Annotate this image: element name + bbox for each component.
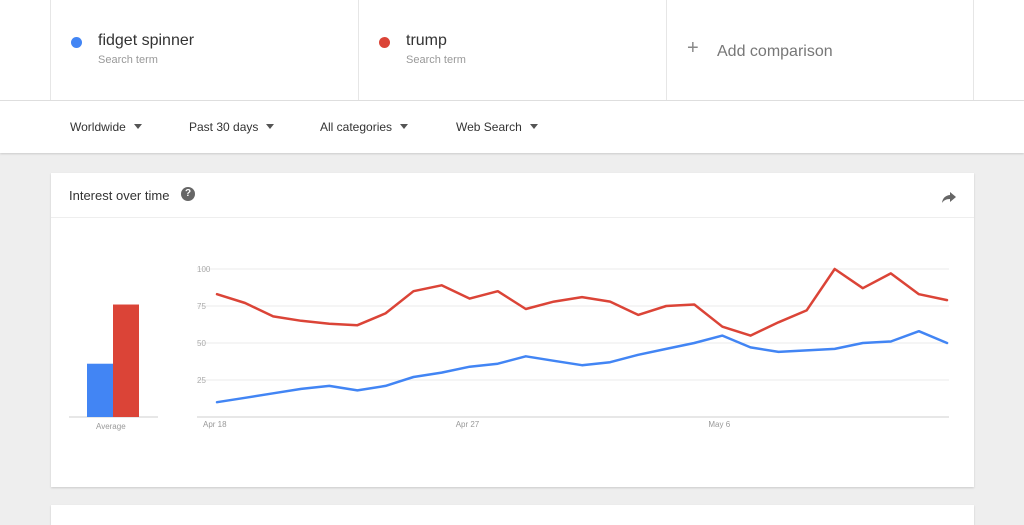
add-comparison-label: Add comparison [717, 43, 833, 60]
search-terms-bar: fidget spinner Search term trump Search … [0, 0, 1024, 101]
y-tick-label: 100 [197, 265, 211, 274]
next-card [51, 505, 974, 525]
caret-down-icon [266, 124, 275, 130]
search-term-2[interactable]: trump Search term [358, 0, 666, 100]
caret-down-icon [529, 124, 538, 130]
series-line-fidget-spinner [215, 329, 949, 404]
term-1-subtitle: Search term [98, 54, 158, 66]
term-1-name: fidget spinner [98, 32, 195, 49]
caret-down-icon [400, 124, 409, 130]
region-filter[interactable]: Worldwide [70, 120, 142, 134]
x-tick-label: Apr 18 [203, 420, 227, 429]
y-tick-label: 25 [197, 376, 206, 385]
add-comparison-button[interactable]: + Add comparison [666, 0, 974, 100]
y-tick-label: 50 [197, 339, 206, 348]
share-icon[interactable] [939, 187, 959, 207]
plus-icon: + [687, 37, 699, 59]
card-title: Interest over time [69, 188, 170, 203]
region-filter-label: Worldwide [70, 120, 126, 134]
term-2-color-dot [379, 37, 390, 48]
search-type-filter-label: Web Search [456, 120, 522, 134]
series-line-trump [215, 267, 949, 337]
term-1-color-dot [71, 37, 82, 48]
search-term-1[interactable]: fidget spinner Search term [50, 0, 358, 100]
time-range-filter[interactable]: Past 30 days [189, 120, 275, 134]
search-type-filter[interactable]: Web Search [456, 120, 538, 134]
interest-chart: 100 75 50 25 Apr 18 Apr 27 May 6 Average [69, 265, 949, 431]
x-tick-label: May 6 [708, 420, 730, 429]
y-tick-label: 75 [197, 302, 206, 311]
filter-bar: Worldwide Past 30 days All categories We… [0, 101, 1024, 153]
caret-down-icon [133, 124, 142, 130]
average-bar-2 [113, 304, 139, 417]
average-bar-1 [87, 363, 113, 417]
help-icon[interactable]: ? [181, 187, 195, 201]
time-range-filter-label: Past 30 days [189, 120, 259, 134]
category-filter[interactable]: All categories [320, 120, 409, 134]
term-2-subtitle: Search term [406, 54, 466, 66]
term-2-name: trump [406, 32, 447, 49]
category-filter-label: All categories [320, 120, 393, 134]
x-tick-label: Apr 27 [456, 420, 480, 429]
card-divider [51, 217, 974, 218]
average-label: Average [96, 422, 126, 431]
interest-over-time-card: Interest over time ? 100 75 50 25 Apr 18 Apr … [51, 173, 974, 487]
